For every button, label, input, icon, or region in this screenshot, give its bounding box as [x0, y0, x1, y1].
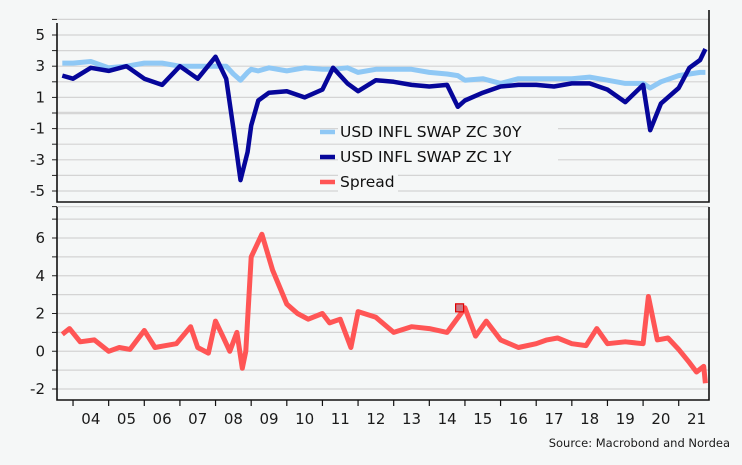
series-line-spread: [60, 231, 708, 384]
x-tick-label: 04: [81, 410, 100, 428]
legend: USD INFL SWAP ZC 30Y USD INFL SWAP ZC 1Y S…: [320, 121, 558, 192]
y-tick-label: 3: [35, 57, 45, 75]
bottom-panel-grid: [52, 218, 709, 390]
x-tick-labels: 04 05 06 07 08 09 10 11 12 13 14 15 16 17 18 19 20 21: [72, 400, 706, 428]
x-tick-label: 08: [224, 410, 243, 428]
x-tick-label: 06: [153, 410, 172, 428]
y-tick-label: 5: [35, 26, 45, 44]
x-tick-label: 19: [616, 410, 635, 428]
top-panel-series: [61, 48, 708, 183]
x-tick-label: 13: [402, 410, 421, 428]
series-line-1y: [61, 48, 708, 183]
source-note: Source: Macrobond and Nordea: [549, 436, 730, 450]
y-tick-labels: 5 3 1 -1 -3 -5 6 4 2 0 -2: [30, 26, 45, 398]
y-tick-label: 4: [35, 267, 45, 285]
legend-label: USD INFL SWAP ZC 1Y: [340, 148, 512, 166]
x-tick-label: 21: [687, 410, 706, 428]
y-tick-label: -3: [30, 151, 45, 169]
y-tick-label: 2: [35, 305, 45, 323]
x-tick-label: 18: [580, 410, 599, 428]
bottom-panel-series: [60, 231, 708, 384]
x-tick-label: 12: [366, 410, 385, 428]
x-tick-label: 20: [651, 410, 670, 428]
x-tick-label: 17: [544, 410, 563, 428]
legend-label: USD INFL SWAP ZC 30Y: [340, 123, 522, 141]
legend-label: Spread: [340, 173, 395, 191]
highlight-marker: [455, 303, 465, 313]
series-line-30y: [62, 59, 706, 91]
y-tick-label: -5: [30, 182, 45, 200]
x-tick-label: 14: [438, 410, 457, 428]
y-tick-label: 1: [35, 88, 45, 106]
x-tick-label: 10: [295, 410, 314, 428]
x-tick-label: 09: [259, 410, 278, 428]
x-tick-label: 16: [509, 410, 528, 428]
x-tick-label: 05: [117, 410, 136, 428]
y-tick-label: 6: [35, 229, 45, 247]
y-tick-label: -1: [30, 120, 45, 138]
legend-label-bg: [338, 146, 558, 167]
y-tick-label: -2: [30, 380, 45, 398]
y-tick-label: 0: [35, 342, 45, 360]
panel-frames: [56, 10, 710, 401]
x-tick-label: 07: [188, 410, 207, 428]
bottom-panel-frame: [56, 207, 710, 401]
legend-label-bg: [338, 171, 398, 192]
x-tick-label: 15: [473, 410, 492, 428]
top-panel-frame: [56, 10, 710, 203]
legend-label-bg: [338, 121, 558, 142]
x-tick-label: 11: [331, 410, 350, 428]
